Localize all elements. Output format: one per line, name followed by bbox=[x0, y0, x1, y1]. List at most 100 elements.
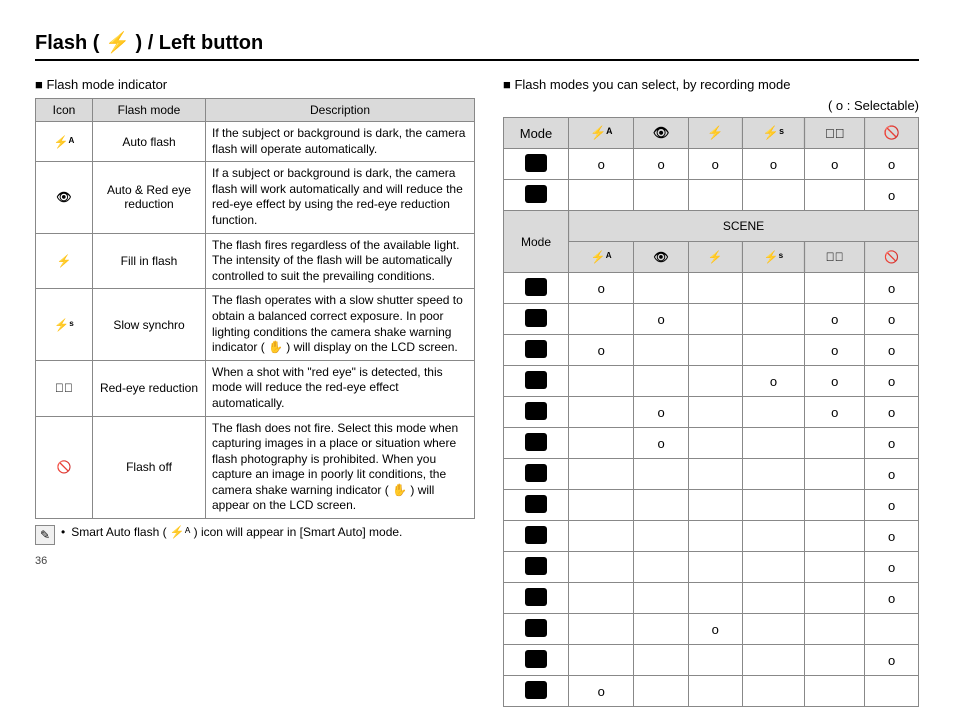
table-row: o bbox=[504, 180, 919, 211]
matrix-cell bbox=[569, 490, 634, 521]
page-number: 36 bbox=[35, 555, 475, 567]
matrix-cell: o bbox=[865, 490, 919, 521]
flash-mode-description: The flash fires regardless of the availa… bbox=[206, 233, 475, 289]
matrix-cell bbox=[805, 676, 865, 707]
matrix-cell bbox=[634, 459, 688, 490]
row-mode-icon bbox=[504, 583, 569, 614]
matrix-cell bbox=[742, 273, 805, 304]
matrix-cell bbox=[805, 521, 865, 552]
flash-mode-name: Red-eye reduction bbox=[93, 360, 206, 416]
table-row: ooo bbox=[504, 397, 919, 428]
row-mode-icon bbox=[504, 335, 569, 366]
matrix-cell bbox=[634, 676, 688, 707]
row-mode-icon bbox=[504, 614, 569, 645]
table-row: ooo bbox=[504, 366, 919, 397]
row-mode-icon bbox=[504, 490, 569, 521]
matrix-cell: o bbox=[865, 552, 919, 583]
flash-mode-name: Auto flash bbox=[93, 122, 206, 162]
matrix-cell bbox=[742, 521, 805, 552]
table-row: ooo bbox=[504, 335, 919, 366]
matrix-cell bbox=[569, 397, 634, 428]
table-row: 🚫Flash offThe flash does not fire. Selec… bbox=[36, 416, 475, 519]
matrix-cell bbox=[805, 614, 865, 645]
matrix-cell bbox=[569, 366, 634, 397]
matrix-cell: o bbox=[865, 273, 919, 304]
table-row: ooo bbox=[504, 304, 919, 335]
column-icon: ⚡ᴬ bbox=[569, 242, 634, 273]
matrix-cell bbox=[569, 614, 634, 645]
note-icon: ✎ bbox=[35, 525, 55, 545]
left-column: Flash mode indicator Icon Flash mode Des… bbox=[35, 77, 475, 707]
flash-icon: ⚡ bbox=[105, 32, 130, 54]
matrix-cell: o bbox=[865, 521, 919, 552]
matrix-cell bbox=[569, 304, 634, 335]
col-icon-header: Icon bbox=[36, 99, 93, 122]
matrix-cell: o bbox=[865, 583, 919, 614]
matrix-cell: o bbox=[865, 149, 919, 180]
matrix-cell: o bbox=[865, 645, 919, 676]
matrix-cell bbox=[742, 676, 805, 707]
row-mode-icon bbox=[504, 552, 569, 583]
matrix-cell bbox=[742, 180, 805, 211]
matrix-cell: o bbox=[634, 149, 688, 180]
column-icon: ⚡ bbox=[688, 118, 742, 149]
matrix-cell: o bbox=[569, 676, 634, 707]
column-icon: ⚡ᴬ bbox=[569, 118, 634, 149]
flash-mode-description: The flash does not fire. Select this mod… bbox=[206, 416, 475, 519]
matrix-cell: o bbox=[688, 614, 742, 645]
matrix-cell bbox=[569, 583, 634, 614]
bullet: • bbox=[61, 525, 65, 545]
flash-mode-icon: 🚫 bbox=[36, 416, 93, 519]
matrix-cell: o bbox=[865, 459, 919, 490]
table-row: 👁Auto & Red eye reductionIf a subject or… bbox=[36, 162, 475, 233]
matrix-cell bbox=[634, 583, 688, 614]
matrix-cell: o bbox=[805, 304, 865, 335]
row-mode-icon bbox=[504, 366, 569, 397]
matrix-cell bbox=[688, 583, 742, 614]
matrix-cell bbox=[805, 273, 865, 304]
flash-mode-name: Fill in flash bbox=[93, 233, 206, 289]
matrix-cell bbox=[742, 552, 805, 583]
matrix-cell bbox=[634, 490, 688, 521]
row-mode-icon bbox=[504, 645, 569, 676]
column-icon: ⚡ˢ bbox=[742, 242, 805, 273]
matrix-cell bbox=[634, 180, 688, 211]
row-mode-icon bbox=[504, 304, 569, 335]
matrix-cell bbox=[569, 552, 634, 583]
column-icon: 👁 bbox=[634, 242, 688, 273]
flash-mode-description: If the subject or background is dark, th… bbox=[206, 122, 475, 162]
matrix-cell bbox=[865, 676, 919, 707]
matrix-cell: o bbox=[634, 397, 688, 428]
matrix-cell bbox=[569, 180, 634, 211]
table-row: o bbox=[504, 645, 919, 676]
table-row: 👁⃠Red-eye reductionWhen a shot with "red… bbox=[36, 360, 475, 416]
column-icon: ⚡ˢ bbox=[742, 118, 805, 149]
matrix-cell bbox=[865, 614, 919, 645]
row-mode-icon bbox=[504, 180, 569, 211]
matrix-cell: o bbox=[865, 366, 919, 397]
matrix-cell bbox=[688, 428, 742, 459]
row-mode-icon bbox=[504, 428, 569, 459]
table-row: o bbox=[504, 583, 919, 614]
matrix-cell bbox=[634, 614, 688, 645]
matrix-cell bbox=[742, 490, 805, 521]
table-row: ⚡ᴬAuto flashIf the subject or background… bbox=[36, 122, 475, 162]
title-a: Flash ( bbox=[35, 32, 105, 54]
matrix-cell bbox=[688, 521, 742, 552]
flash-indicator-table: Icon Flash mode Description ⚡ᴬAuto flash… bbox=[35, 98, 475, 519]
matrix-cell bbox=[805, 459, 865, 490]
table-row: oo bbox=[504, 273, 919, 304]
matrix-cell bbox=[688, 676, 742, 707]
matrix-cell bbox=[569, 645, 634, 676]
matrix-cell: o bbox=[865, 335, 919, 366]
matrix-cell bbox=[742, 645, 805, 676]
matrix-cell: o bbox=[805, 366, 865, 397]
column-icon: 👁⃠ bbox=[805, 242, 865, 273]
scene-divider: ModeSCENE bbox=[504, 211, 919, 242]
matrix-cell bbox=[688, 459, 742, 490]
matrix-cell: o bbox=[865, 180, 919, 211]
matrix-cell bbox=[688, 273, 742, 304]
matrix-cell bbox=[688, 552, 742, 583]
matrix-cell bbox=[634, 521, 688, 552]
matrix-cell bbox=[742, 335, 805, 366]
